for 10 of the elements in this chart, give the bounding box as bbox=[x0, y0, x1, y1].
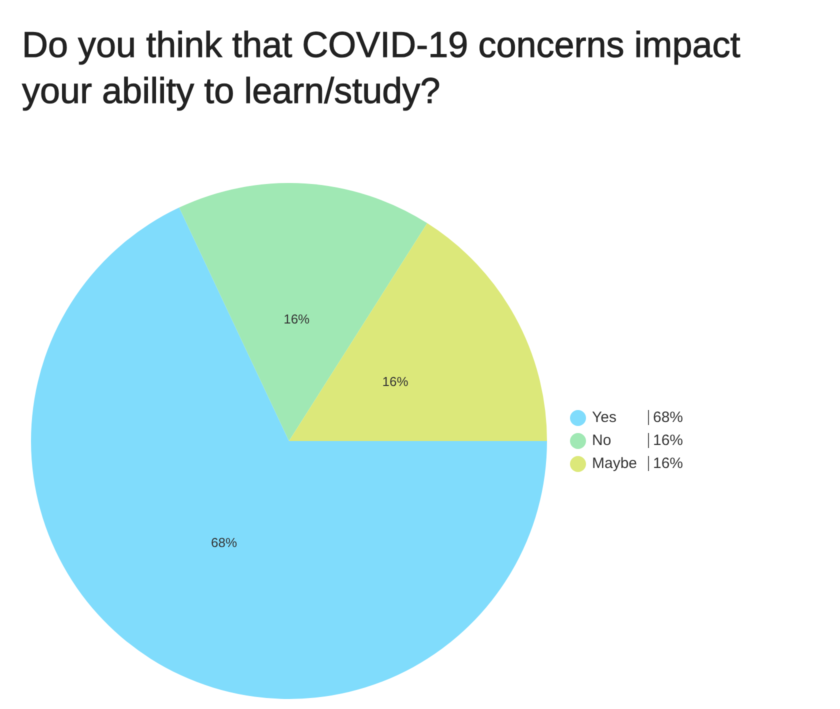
legend-label: Yes bbox=[592, 409, 618, 426]
text: 68% bbox=[653, 409, 684, 426]
chart-title: Do you think that COVID-19 concerns impact your ability to learn/study? bbox=[22, 23, 742, 113]
text: 16% bbox=[653, 432, 684, 449]
data-label: 68% bbox=[211, 534, 238, 550]
text: 16% bbox=[653, 455, 684, 472]
data-label: 16% bbox=[284, 312, 310, 327]
legend-label: Maybe bbox=[592, 455, 638, 472]
data-label: 16% bbox=[382, 374, 409, 390]
legend-label: No bbox=[592, 432, 612, 449]
